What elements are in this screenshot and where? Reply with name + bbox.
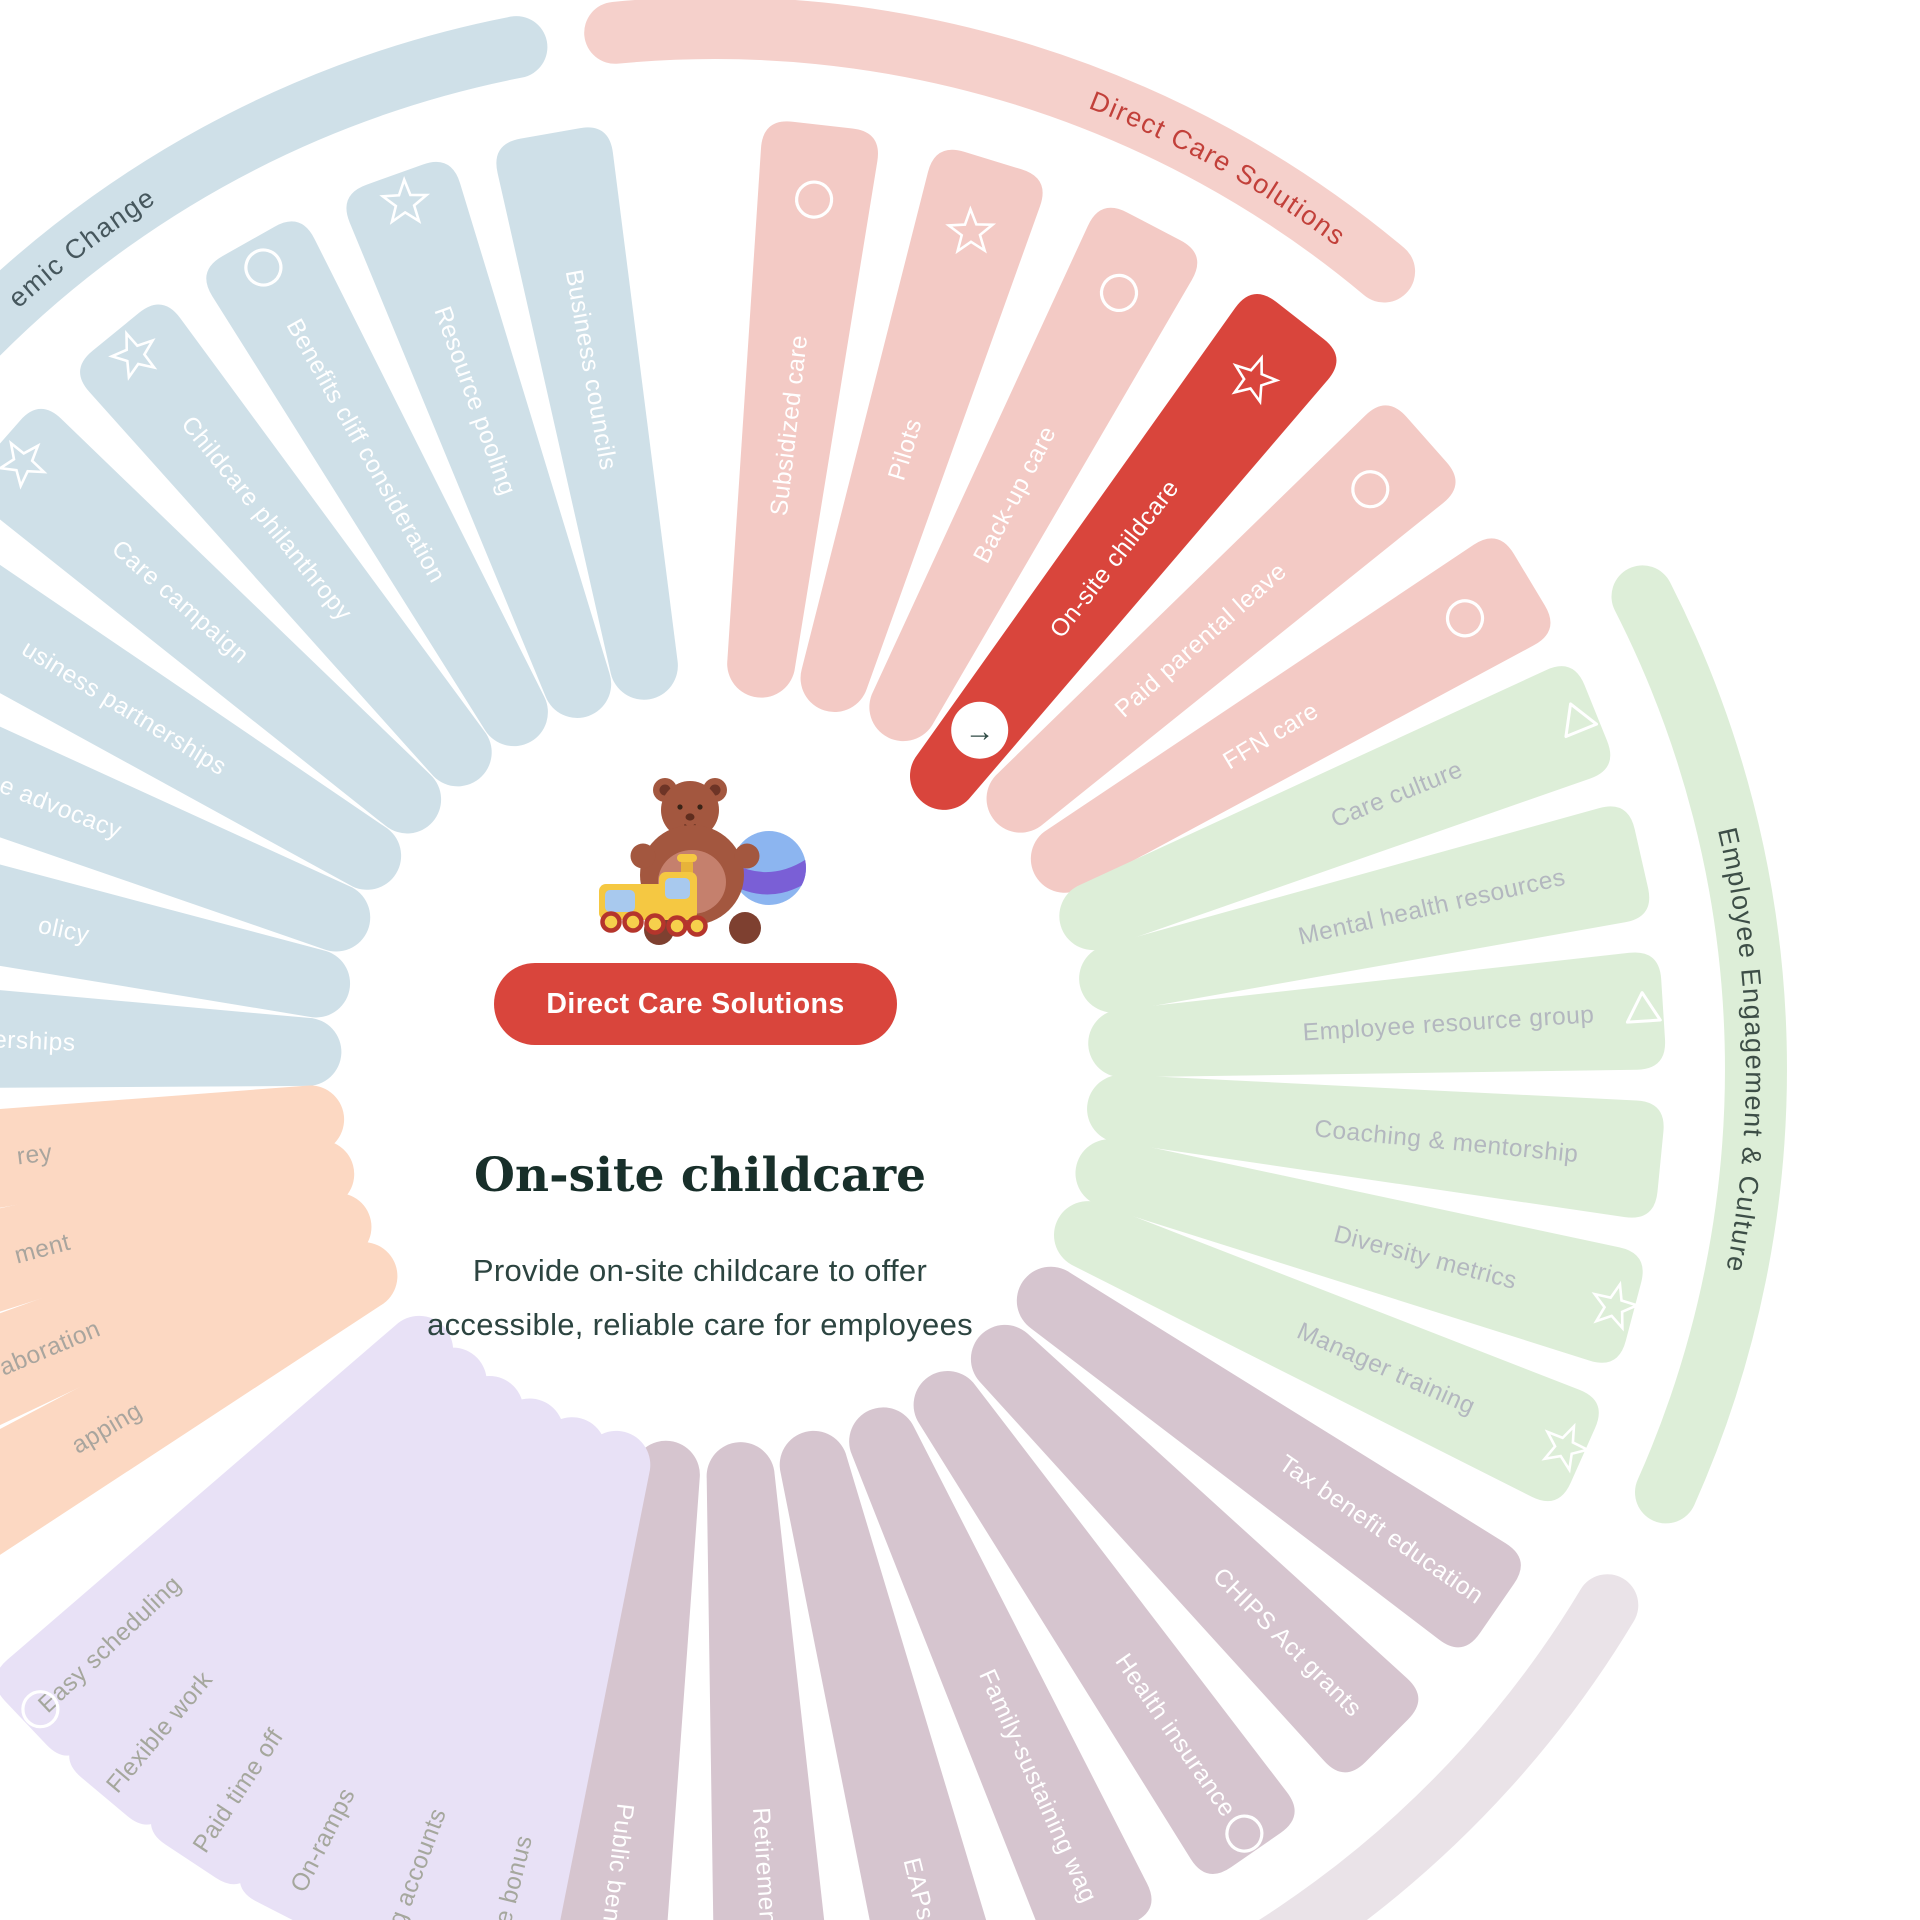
segment-public-ben[interactable]: Public ben — [546, 1440, 700, 1920]
circle-icon — [21, 1690, 60, 1729]
selected-solution-title: On-site childcare — [473, 1148, 926, 1203]
segment-pilots[interactable]: Pilots — [800, 149, 1043, 713]
segment-retirement[interactable]: Retirement — [706, 1442, 832, 1920]
teddy-bear-illustration — [599, 778, 806, 945]
segment-tnerships[interactable]: tnerships — [0, 972, 342, 1089]
circle-icon — [1445, 599, 1485, 638]
star-icon — [379, 176, 431, 225]
segment-paid-parental-leave[interactable]: Paid parental leave — [986, 405, 1456, 833]
segment-on-site-childcare[interactable]: On-site childcare→ — [909, 293, 1337, 810]
systemic-change-category-arc[interactable] — [0, 16, 548, 548]
segment-ee-advocacy[interactable]: ee advocacy — [0, 669, 371, 952]
employee-engagement-culture-category-arc[interactable] — [1611, 565, 1787, 1524]
star-icon — [945, 205, 997, 255]
description-line-1: Provide on-site childcare to offer — [472, 1253, 928, 1288]
circle-icon — [794, 180, 834, 219]
segment-coaching-mentorship[interactable]: Coaching & mentorship — [1087, 1074, 1664, 1218]
open-detail-arrow[interactable]: → — [951, 701, 1009, 759]
segment-aboration[interactable]: aboration — [0, 1192, 372, 1482]
star-icon — [1591, 1280, 1641, 1332]
segment-label-tnerships: tnerships — [0, 1025, 76, 1056]
selected-solution-description: Provide on-site childcare to offer acces… — [150, 1244, 1250, 1352]
segment-care-culture[interactable]: Care culture — [1059, 666, 1611, 951]
segment-business-councils[interactable]: Business councils — [496, 127, 678, 700]
circle-icon — [1225, 1814, 1264, 1853]
circle-icon — [244, 248, 283, 287]
segment-label-rey: rey — [15, 1139, 54, 1170]
benefits-category-arc — [1258, 1574, 1639, 1920]
direct-care-solutions-category-arc[interactable] — [584, 0, 1416, 303]
circle-icon — [1351, 470, 1390, 509]
selected-category-badge: Direct Care Solutions — [494, 963, 897, 1045]
star-icon — [1231, 354, 1281, 406]
toy-train-icon — [599, 854, 708, 937]
star-icon — [108, 330, 158, 381]
segment-eaps[interactable]: EAPs — [779, 1430, 997, 1920]
arrow-right-icon: → — [965, 715, 995, 748]
segment-resource-pooling[interactable]: Resource pooling — [346, 161, 612, 718]
triangle-icon — [1564, 702, 1599, 739]
segment-diversity-metrics[interactable]: Diversity metrics — [1075, 1139, 1643, 1363]
star-icon — [0, 440, 48, 490]
circle-icon — [1099, 273, 1139, 312]
segment-rey[interactable]: rey — [0, 1085, 345, 1241]
triangle-icon — [1625, 991, 1662, 1024]
segment-on-ramps[interactable]: On-ramps — [239, 1398, 564, 1920]
segment-subsidized-care[interactable]: Subsidized care — [727, 121, 878, 698]
segment-ment[interactable]: ment — [0, 1140, 355, 1364]
description-line-2: accessible, reliable care for employees — [427, 1307, 973, 1342]
segment-apping[interactable]: apping — [0, 1242, 398, 1593]
segment-olicy[interactable]: olicy — [0, 817, 350, 1018]
star-icon — [1541, 1422, 1592, 1474]
segment-paid-time-off[interactable]: Paid time off — [150, 1375, 524, 1885]
segment-employee-resource-group[interactable]: Employee resource group — [1088, 952, 1666, 1078]
segment-ffn-care[interactable]: FFN care — [1030, 538, 1551, 893]
segment-mental-health-resources[interactable]: Mental health resources — [1079, 806, 1650, 1013]
systemic-change-category-label: emic Change — [2, 182, 160, 314]
